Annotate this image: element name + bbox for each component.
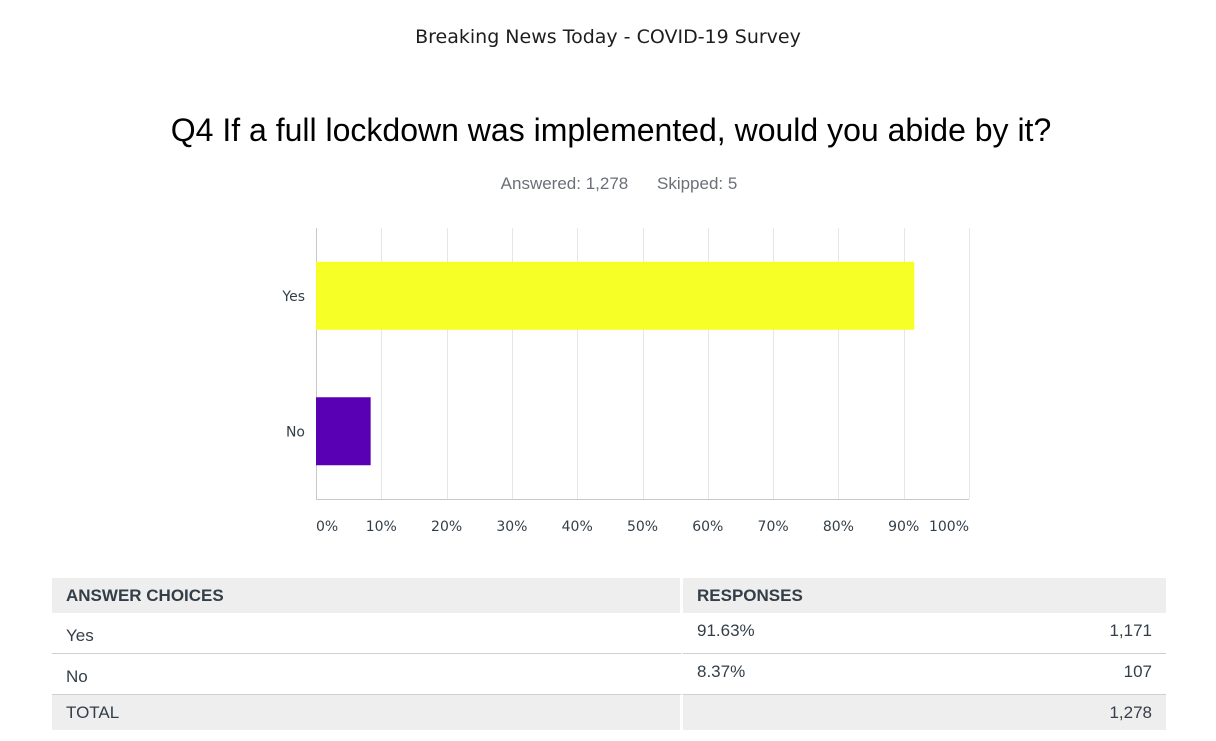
response-stats: Answered: 1,278 Skipped: 5 [0,174,1216,194]
x-tick-label: 90% [888,519,919,535]
skipped-count: Skipped: 5 [656,174,738,193]
row-count: 107 [1046,654,1166,695]
row-percent: 8.37% [683,654,1046,695]
table-row: No 8.37% 107 [52,654,1166,695]
x-tick-label: 20% [431,519,462,535]
total-row: TOTAL 1,278 [52,695,1166,730]
question-title: Q4 If a full lockdown was implemented, w… [170,112,1052,148]
row-choice: No [52,654,683,695]
category-label: No [286,424,305,440]
x-tick-label: 50% [627,519,658,535]
total-label: TOTAL [52,695,683,730]
x-tick-label: 80% [823,519,854,535]
table-header-row: ANSWER CHOICES RESPONSES [52,578,1166,613]
answer-choices-header: ANSWER CHOICES [52,578,683,613]
row-choice: Yes [52,613,683,654]
x-tick-label: 30% [496,519,527,535]
bar-chart: Yes No 0% 10% 20% 30% 40% 50% 60% 70% 80% 90% 100% [281,228,970,535]
answered-count: Answered: 1,278 [500,174,629,193]
total-percent [683,695,1046,730]
category-label: Yes [281,289,305,305]
row-percent: 91.63% [683,613,1046,654]
x-tick-label: 10% [366,519,397,535]
x-tick-label: 60% [692,519,723,535]
bar-no [316,397,371,466]
table-row: Yes 91.63% 1,171 [52,613,1166,654]
responses-header: RESPONSES [683,578,1166,613]
bar-yes [316,261,915,330]
total-count: 1,278 [1046,695,1166,730]
results-table: ANSWER CHOICES RESPONSES Yes 91.63% 1,17… [52,578,1166,730]
survey-title: Breaking News Today - COVID-19 Survey [415,26,801,48]
x-tick-label: 70% [758,519,789,535]
row-count: 1,171 [1046,613,1166,654]
x-tick-label: 0% [316,519,338,535]
x-tick-label: 40% [562,519,593,535]
x-tick-label: 100% [929,519,969,535]
